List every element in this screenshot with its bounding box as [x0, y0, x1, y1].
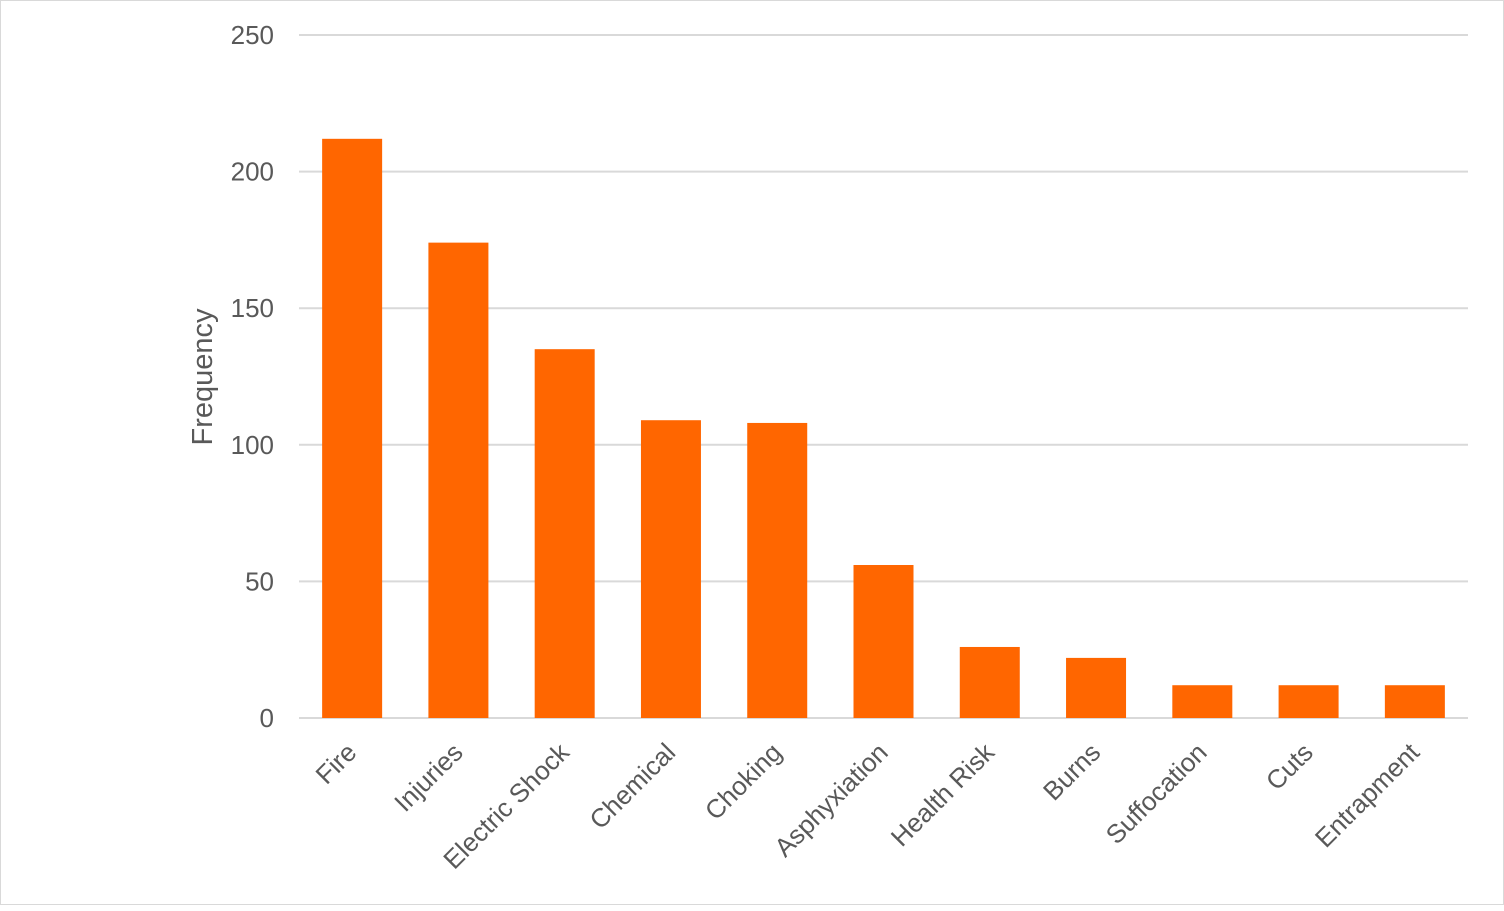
y-tick-label: 150: [231, 293, 274, 323]
bar-suffocation: [1172, 685, 1233, 718]
bar-entrapment: [1384, 685, 1445, 718]
y-axis-title: Frequency: [187, 308, 219, 446]
y-tick-label: 200: [231, 157, 274, 187]
bar-asphyxiation: [853, 565, 914, 718]
x-tick-label: Entrapment: [1309, 736, 1426, 853]
y-tick-label: 100: [231, 430, 274, 460]
bar-electric-shock: [534, 349, 595, 718]
x-tick-label: Health Risk: [885, 736, 1001, 852]
y-tick-label: 50: [245, 566, 274, 596]
x-tick-label: Asphyxiation: [768, 737, 893, 862]
bar-injuries: [428, 242, 489, 718]
y-tick-label: 250: [231, 20, 274, 50]
x-tick-label: Choking: [699, 737, 788, 826]
x-tick-label: Suffocation: [1100, 737, 1213, 850]
x-tick-label: Injuries: [388, 737, 468, 817]
bar-fire: [322, 138, 383, 719]
bar-cuts: [1278, 685, 1339, 718]
bar-health-risk: [959, 646, 1020, 718]
bar-chemical: [640, 420, 701, 718]
y-tick-label: 0: [260, 703, 274, 733]
x-tick-label: Chemical: [583, 737, 681, 835]
bar-burns: [1066, 657, 1127, 718]
x-tick-label: Burns: [1037, 737, 1106, 806]
bar-choking: [747, 422, 808, 718]
x-tick-label: Fire: [310, 737, 363, 790]
x-tick-label: Cuts: [1260, 737, 1319, 796]
